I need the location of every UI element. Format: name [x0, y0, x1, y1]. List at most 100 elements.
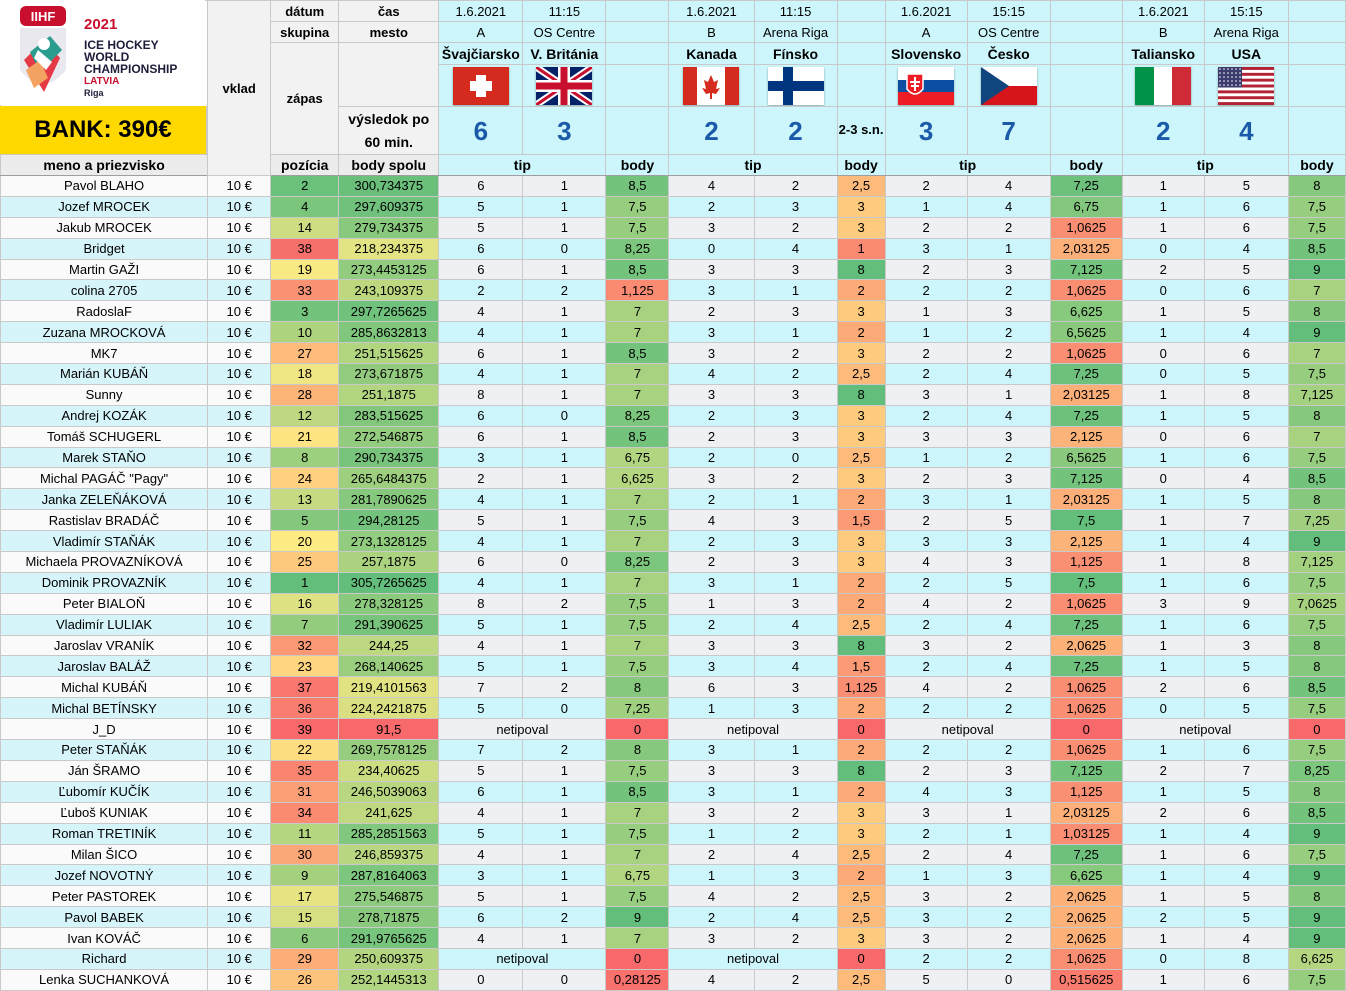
game-points[interactable]: 7,25 [1049, 613, 1123, 636]
player-position[interactable]: 32 [270, 634, 340, 657]
tip-away[interactable]: 3 [753, 530, 838, 553]
game-note[interactable] [605, 106, 670, 155]
player-total[interactable]: 305,7265625 [338, 571, 440, 594]
tip-home[interactable]: 0 [1121, 363, 1205, 385]
tip-home[interactable]: 1 [1121, 300, 1205, 323]
player-total[interactable]: 219,4101563 [338, 676, 440, 699]
game-points[interactable]: 7 [605, 801, 670, 824]
tip-home[interactable]: 5 [438, 697, 524, 720]
player-total[interactable]: 244,25 [338, 634, 440, 657]
game-points[interactable]: 8 [1287, 300, 1346, 323]
game-group[interactable]: B [1121, 21, 1205, 43]
player-total[interactable]: 291,390625 [338, 613, 440, 636]
player-position[interactable]: 16 [270, 592, 340, 615]
tip-away[interactable]: 2 [753, 822, 838, 845]
tip-home[interactable]: 4 [668, 509, 755, 532]
player-position[interactable]: 30 [270, 843, 340, 866]
tip-away[interactable]: 4 [1203, 822, 1289, 845]
player-total[interactable]: 278,328125 [338, 592, 440, 615]
player-name[interactable]: Andrej KOZÁK [0, 404, 209, 427]
game-blank[interactable] [605, 42, 670, 65]
tip-away[interactable]: 1 [966, 488, 1051, 511]
player-position[interactable]: 12 [270, 404, 340, 427]
tip-home[interactable]: 2 [1121, 258, 1205, 281]
game-points[interactable]: 2,125 [1049, 425, 1123, 448]
game-blank[interactable] [1287, 64, 1346, 107]
game-points[interactable]: 7 [605, 843, 670, 866]
tip-home[interactable]: 3 [884, 927, 968, 949]
tip-home[interactable]: 0 [1121, 237, 1205, 260]
player-position[interactable]: 31 [270, 780, 340, 803]
player-position[interactable]: 3 [270, 300, 340, 323]
tip-home[interactable]: 4 [438, 801, 524, 824]
game-points[interactable]: 2,03125 [1049, 488, 1123, 511]
tip-home[interactable]: 1 [668, 592, 755, 615]
player-vklad[interactable]: 10 € [207, 655, 272, 678]
player-position[interactable]: 1 [270, 571, 340, 594]
player-total[interactable]: 291,9765625 [338, 927, 440, 949]
game-points[interactable]: 8,5 [1287, 676, 1346, 699]
tip-home[interactable]: 4 [668, 363, 755, 385]
tip-home[interactable]: 1 [884, 864, 968, 887]
player-vklad[interactable]: 10 € [207, 927, 272, 949]
game-points[interactable]: 7,5 [1287, 613, 1346, 636]
tip-away[interactable]: 4 [966, 195, 1051, 218]
game-venue[interactable]: OS Centre [966, 21, 1051, 43]
tip-home[interactable]: 1 [1121, 739, 1205, 761]
game-points[interactable]: 8,5 [1287, 801, 1346, 824]
tip-away[interactable]: 6 [1203, 446, 1289, 469]
player-total[interactable]: 265,6484375 [338, 467, 440, 490]
body-spolu-column-header[interactable]: body spolu [338, 154, 440, 176]
tip-away[interactable]: 1 [522, 864, 607, 887]
tip-away[interactable]: 1 [753, 488, 838, 511]
tip-home[interactable]: 2 [668, 613, 755, 636]
tip-home[interactable]: 3 [884, 634, 968, 657]
player-vklad[interactable]: 10 € [207, 363, 272, 385]
tip-home[interactable]: 2 [884, 216, 968, 239]
game-points[interactable]: 3 [836, 467, 886, 490]
tip-away[interactable]: 2 [966, 676, 1051, 699]
player-name[interactable]: Peter PASTOREK [0, 885, 209, 908]
tip-away[interactable]: 1 [522, 488, 607, 511]
game-points[interactable]: 9 [1287, 258, 1346, 281]
tip-away[interactable]: 6 [1203, 968, 1289, 991]
tip-home[interactable]: 1 [1121, 571, 1205, 594]
tip-home[interactable]: 5 [438, 195, 524, 218]
game-points[interactable]: 6,625 [605, 467, 670, 490]
tip-home[interactable]: 3 [668, 216, 755, 239]
player-total[interactable]: 246,5039063 [338, 780, 440, 803]
tip-home[interactable]: 2 [668, 300, 755, 323]
game-points[interactable]: 1,0625 [1049, 739, 1123, 761]
game-points[interactable]: 7,5 [605, 655, 670, 678]
player-name[interactable]: Richard [0, 947, 209, 970]
game-points[interactable]: 6,5625 [1049, 321, 1123, 344]
tip-away[interactable]: 4 [966, 843, 1051, 866]
tip-away[interactable]: 8 [1203, 551, 1289, 573]
tip-away[interactable]: 5 [1203, 363, 1289, 385]
player-vklad[interactable]: 10 € [207, 237, 272, 260]
game-points[interactable]: 7 [1287, 279, 1346, 302]
player-name[interactable]: Jozef NOVOTNÝ [0, 864, 209, 887]
away-team[interactable]: Česko [966, 42, 1051, 65]
tip-away[interactable]: 8 [1203, 947, 1289, 970]
tip-home[interactable]: 3 [668, 759, 755, 782]
player-total[interactable]: 246,859375 [338, 843, 440, 866]
player-vklad[interactable]: 10 € [207, 676, 272, 699]
player-total[interactable]: 297,609375 [338, 195, 440, 218]
game-points[interactable]: 3 [836, 300, 886, 323]
player-vklad[interactable]: 10 € [207, 195, 272, 218]
tip-home[interactable]: 1 [1121, 404, 1205, 427]
game-points[interactable]: 3 [836, 927, 886, 949]
tip-home[interactable]: 1 [668, 822, 755, 845]
game-points[interactable]: 7 [605, 383, 670, 406]
tip-away[interactable]: 3 [966, 467, 1051, 490]
game-points[interactable]: 8 [1287, 175, 1346, 197]
game-note[interactable] [1287, 106, 1346, 155]
player-vklad[interactable]: 10 € [207, 822, 272, 845]
player-vklad[interactable]: 10 € [207, 300, 272, 323]
home-team[interactable]: Švajčiarsko [438, 42, 524, 65]
player-position[interactable]: 25 [270, 551, 340, 573]
tip-home[interactable]: 3 [884, 801, 968, 824]
tip-home[interactable]: 2 [1121, 801, 1205, 824]
tip-home[interactable]: 6 [438, 425, 524, 448]
